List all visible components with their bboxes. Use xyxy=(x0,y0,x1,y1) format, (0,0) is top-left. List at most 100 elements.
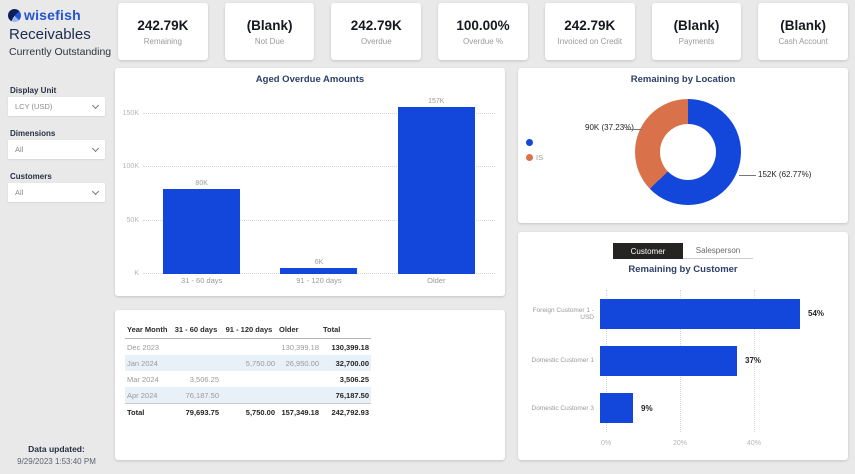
display-unit-value: LCY (USD) xyxy=(15,102,53,111)
chevron-down-icon xyxy=(91,187,100,195)
bar-group-31-60-days: 80K xyxy=(144,180,260,274)
bar-older[interactable] xyxy=(397,107,475,274)
kpi-card-overdue-pct: 100.00% Overdue % xyxy=(438,3,528,60)
cell: 5,750.00 xyxy=(221,403,277,420)
kpi-label: Not Due xyxy=(254,36,285,46)
cell-total: 130,399.18 xyxy=(331,342,369,352)
pie-callout-line xyxy=(626,129,642,130)
table-row[interactable]: Mar 2024 3,506.25 3,506.25 xyxy=(125,371,371,387)
page-title: Receivables xyxy=(9,26,91,43)
kpi-label: Invoiced on Credit xyxy=(557,36,622,46)
bar-foreign-customer-1[interactable] xyxy=(600,298,800,329)
bar-group-91-120-days: 6K xyxy=(261,259,377,274)
data-updated-timestamp: 9/29/2023 1:53:40 PM xyxy=(17,457,96,466)
kpi-card-row: 242.79K Remaining (Blank) Not Due 242.79… xyxy=(118,3,849,60)
table-row[interactable]: Apr 2024 76,187.50 76,187.50 xyxy=(125,387,371,404)
kpi-card-invoiced-on-credit: 242.79K Invoiced on Credit xyxy=(544,3,635,60)
customers-dropdown[interactable]: All xyxy=(8,183,105,202)
column-header[interactable]: Older xyxy=(277,322,321,339)
filter-label-display-unit: Display Unit xyxy=(10,86,57,95)
legend-label: IS xyxy=(536,153,544,162)
app-logo: wisefish xyxy=(8,7,81,23)
table-row[interactable]: Jan 2024 5,750.00 26,950.00 32,700.00 xyxy=(125,355,371,371)
cell-year-month: Jan 2024 xyxy=(125,355,171,371)
cell-year-month: Mar 2024 xyxy=(127,374,159,384)
bookmark-tabs: Customer Salesperson xyxy=(613,243,753,259)
y-tick: 100K xyxy=(122,163,139,170)
cell-total: 3,506.25 xyxy=(339,374,369,384)
kpi-label: Overdue xyxy=(360,36,392,46)
aged-overdue-plot: 150K 100K 50K K 80K 6K 157K xyxy=(123,94,495,277)
customer-bar-chart: Foreign Customer 1 - USD 54% Domestic Cu… xyxy=(518,290,848,452)
column-header[interactable]: 91 - 120 days xyxy=(221,322,277,339)
cell-year-month: Apr 2024 xyxy=(125,387,171,404)
kpi-card-not-due: (Blank) Not Due xyxy=(224,3,315,60)
tab-customer[interactable]: Customer xyxy=(613,243,683,259)
bar-value-label: 6K xyxy=(314,259,324,266)
table-row[interactable]: Dec 2023 130,399.18 130,399.18 xyxy=(125,339,371,356)
gridline: 150K xyxy=(123,110,495,117)
cell xyxy=(221,387,277,404)
cell xyxy=(171,339,221,356)
bar-value-label: 157K xyxy=(428,98,445,105)
column-header[interactable]: 31 - 60 days xyxy=(171,322,221,339)
cell-year-month: Total xyxy=(125,403,171,420)
cell: 76,187.50 xyxy=(171,387,221,404)
bar-91-120-days[interactable] xyxy=(280,268,358,274)
pie-callout-line xyxy=(739,175,756,176)
kpi-card-payments: (Blank) Payments xyxy=(651,3,742,60)
remaining-by-customer-panel: Customer Salesperson Remaining by Custom… xyxy=(518,232,848,460)
x-category-label: 91 - 120 days xyxy=(296,276,342,285)
gridline: 50K xyxy=(127,217,495,224)
gridline: 100K xyxy=(123,163,495,170)
cell: 157,349.18 xyxy=(277,403,321,420)
kpi-value: (Blank) xyxy=(673,17,720,33)
kpi-card-cash-account: (Blank) Cash Account xyxy=(758,3,849,60)
legend-item-blank[interactable] xyxy=(526,139,543,146)
y-tick: 150K xyxy=(122,110,139,117)
bar-row-foreign-customer-1: Foreign Customer 1 - USD 54% xyxy=(518,298,838,329)
y-category-label: Foreign Customer 1 - USD xyxy=(532,306,594,321)
chart-title: Remaining by Location xyxy=(630,74,736,85)
dimensions-value: All xyxy=(15,145,24,154)
x-axis-ticks: 0% 20% 40% xyxy=(601,440,838,450)
x-category-label: 31 - 60 days xyxy=(181,276,223,285)
kpi-value: 242.79K xyxy=(137,17,189,33)
y-tick: K xyxy=(134,270,139,277)
table-total-row[interactable]: Total 79,693.75 5,750.00 157,349.18 242,… xyxy=(125,403,371,420)
bar-domestic-customer-1[interactable] xyxy=(600,345,737,376)
cell: 26,950.00 xyxy=(277,355,321,371)
kpi-value: 242.79K xyxy=(350,17,402,33)
bar-domestic-customer-3[interactable] xyxy=(600,393,633,424)
column-header[interactable]: Total xyxy=(321,322,371,339)
kpi-card-remaining: 242.79K Remaining xyxy=(118,3,208,60)
kpi-value: (Blank) xyxy=(780,17,827,33)
bar-group-older: 157K xyxy=(378,98,494,274)
sidebar: wisefish Receivables Currently Outstandi… xyxy=(0,0,113,474)
chart-title: Aged Overdue Amounts xyxy=(255,74,365,85)
chevron-down-icon xyxy=(91,101,100,109)
donut-hole xyxy=(660,124,716,180)
wisefish-logo-icon xyxy=(8,8,21,22)
kpi-label: Payments xyxy=(678,36,715,46)
y-category-label: Domestic Customer 1 xyxy=(531,357,595,365)
bar-value-label: 37% xyxy=(745,356,762,366)
pie-label-blue: 152K (62.77%) xyxy=(758,170,812,179)
cell-total: 76,187.50 xyxy=(321,387,371,404)
column-header[interactable]: Year Month xyxy=(125,322,171,339)
filter-label-customers: Customers xyxy=(10,172,52,181)
bar-row-domestic-customer-1: Domestic Customer 1 37% xyxy=(518,345,838,376)
kpi-card-overdue: 242.79K Overdue xyxy=(331,3,422,60)
cell-total: 242,792.93 xyxy=(321,403,371,420)
kpi-label: Remaining xyxy=(143,36,182,46)
legend-dot-icon xyxy=(526,139,533,146)
cell xyxy=(277,371,321,387)
legend-item-is[interactable]: IS xyxy=(526,153,543,162)
cell xyxy=(277,387,321,404)
tab-salesperson[interactable]: Salesperson xyxy=(683,243,753,259)
kpi-label: Overdue % xyxy=(463,36,504,46)
bar-31-60-days[interactable] xyxy=(163,189,241,274)
logo-text: wisefish xyxy=(24,7,81,23)
display-unit-dropdown[interactable]: LCY (USD) xyxy=(8,97,105,116)
dimensions-dropdown[interactable]: All xyxy=(8,140,105,159)
